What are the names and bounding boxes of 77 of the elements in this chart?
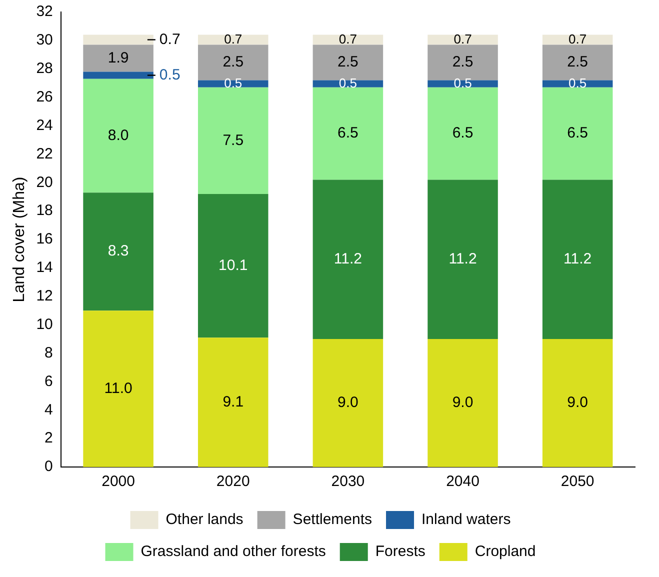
bar [83,72,154,79]
y-tick-label: 30 [36,32,53,49]
bar [83,34,154,45]
data-label: 9.0 [338,394,358,412]
legend-label: Settlements [292,511,372,528]
bar [198,87,268,194]
bar [542,180,613,340]
bar [542,87,613,180]
data-label: 2.5 [567,54,588,71]
bar [312,87,384,180]
y-tick-label: 14 [36,259,53,276]
y-tick-label: 12 [36,288,53,305]
data-label: 2.5 [338,54,358,71]
data-label: 0.5 [224,75,242,90]
data-label: 0.7 [568,31,587,46]
bar [428,339,498,467]
data-label: 0.5 [159,66,180,84]
data-label: 11.2 [448,250,477,268]
data-label: 2.5 [452,54,474,71]
data-label: 9.1 [222,393,244,410]
data-label: 10.1 [218,256,248,274]
bar [198,194,268,338]
y-tick-label: 26 [36,88,53,106]
legend-label: Cropland [474,543,536,560]
data-label: 0.7 [159,30,180,48]
x-tick-label: 2050 [560,473,594,490]
data-label: 9.0 [452,394,474,412]
y-tick-label: 28 [36,60,53,78]
y-tick-label: 2 [44,430,53,447]
y-tick-label: 0 [44,458,53,476]
bar [428,180,498,340]
bar [83,192,154,311]
y-axis-title: Land cover (Mha) [11,176,28,302]
data-label: 11.0 [104,380,132,397]
bar [83,78,154,193]
data-label: 0.5 [568,75,587,90]
legend-label: Inland waters [422,511,511,528]
data-label: 0.7 [224,31,242,46]
bar [428,87,498,180]
bar [312,339,384,467]
y-tick-label: 18 [36,202,53,220]
data-label: 2.5 [222,54,244,71]
data-label: 0.7 [454,31,472,46]
data-label: 11.2 [564,250,592,268]
data-label: 6.5 [452,124,474,142]
y-tick-label: 24 [36,116,53,134]
data-label: 6.5 [567,124,588,142]
legend-label: Other lands [166,511,244,528]
bar [83,44,154,72]
bar [542,339,613,467]
x-tick-label: 2030 [331,473,365,490]
data-label: 9.0 [567,394,588,412]
data-label: 8.3 [108,242,129,260]
legend-label: Forests [375,543,426,560]
y-tick-label: 4 [44,401,53,418]
y-tick-label: 32 [36,3,53,20]
y-tick-label: 8 [44,344,53,362]
legend-label: Grassland and other forests [140,543,326,560]
data-label: 7.5 [222,132,244,149]
x-tick-label: 2020 [216,473,250,490]
y-tick-label: 20 [36,174,53,191]
y-tick-label: 6 [44,372,53,390]
bar [312,180,384,340]
y-tick-label: 22 [36,145,53,162]
data-label: 11.2 [334,250,362,268]
bar [198,338,268,467]
y-tick-label: 10 [36,316,53,333]
bar [83,310,154,467]
data-label: 0.5 [454,75,472,90]
x-tick-label: 2000 [102,473,135,490]
data-label: 1.9 [108,49,129,66]
data-label: 0.5 [338,75,357,90]
data-label: 8.0 [108,126,129,144]
data-label: 0.7 [338,31,357,46]
y-tick-label: 16 [36,230,53,248]
x-tick-label: 2040 [446,473,480,490]
data-label: 6.5 [338,124,358,142]
